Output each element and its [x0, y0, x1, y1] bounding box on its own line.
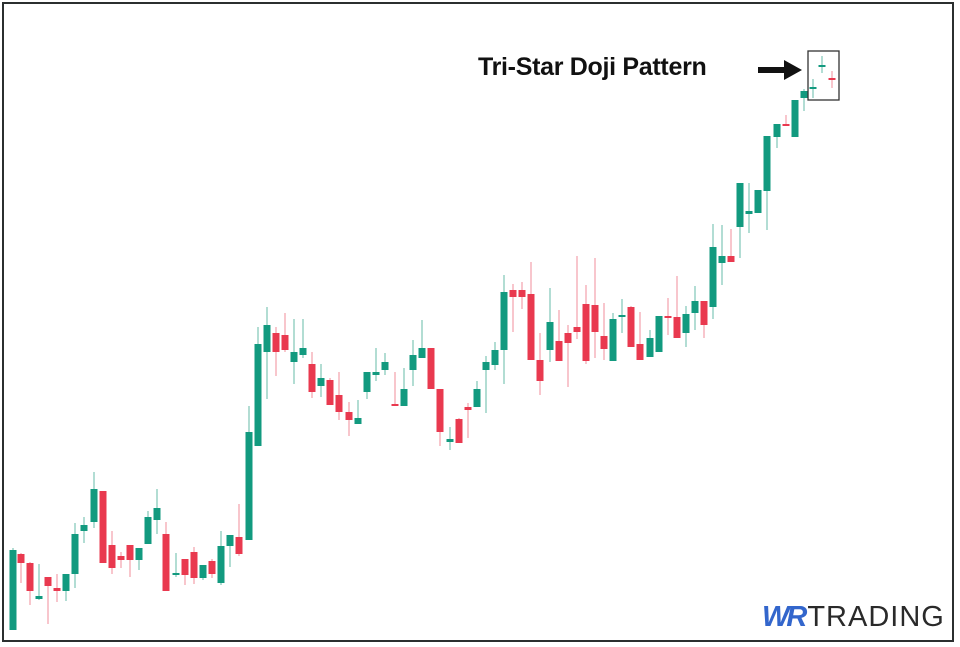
candle — [245, 406, 253, 540]
candle — [446, 427, 454, 450]
candle — [673, 276, 681, 338]
candle — [409, 340, 417, 386]
candle — [263, 307, 271, 399]
candle — [573, 256, 581, 339]
candle — [518, 282, 526, 309]
candle — [655, 316, 663, 352]
candle — [773, 124, 781, 148]
candle — [363, 372, 371, 399]
candle — [62, 574, 70, 601]
candle — [272, 327, 280, 376]
candle — [546, 288, 554, 362]
candle — [754, 190, 762, 213]
logo-wr: WR — [762, 601, 807, 633]
right-arrow-icon — [758, 60, 802, 80]
candle — [235, 504, 243, 556]
pattern-annotation: Tri-Star Doji Pattern — [478, 53, 707, 82]
candle — [809, 79, 817, 98]
candle — [226, 535, 234, 567]
candle — [582, 285, 590, 364]
candle — [618, 299, 626, 333]
candle — [682, 306, 690, 347]
candle — [17, 553, 25, 583]
candle — [335, 372, 343, 420]
candle — [354, 400, 362, 424]
annotation-label: Tri-Star Doji Pattern — [478, 53, 707, 81]
candle — [326, 378, 334, 405]
candle — [181, 559, 189, 585]
candle — [254, 327, 262, 446]
candle — [44, 577, 52, 624]
candle — [691, 286, 699, 330]
candle — [600, 303, 608, 360]
candle — [208, 559, 216, 578]
candle — [126, 545, 134, 577]
candle — [308, 352, 316, 398]
candle — [491, 342, 499, 370]
candle — [564, 325, 572, 387]
candle — [281, 313, 289, 352]
candle — [736, 183, 744, 258]
candle — [217, 531, 225, 585]
candle — [555, 310, 563, 361]
candle — [473, 381, 481, 407]
candle — [700, 301, 708, 338]
candle — [591, 258, 599, 358]
candle — [345, 402, 353, 436]
candle — [199, 565, 207, 580]
candle — [718, 225, 726, 285]
candle — [800, 89, 808, 111]
candle — [290, 319, 298, 384]
candle — [782, 115, 790, 126]
candle — [299, 319, 307, 358]
candle — [436, 389, 444, 446]
candle — [427, 348, 435, 389]
candle — [627, 306, 635, 347]
candle — [26, 562, 34, 605]
candle — [482, 356, 490, 413]
candle — [536, 333, 544, 395]
candle — [527, 262, 535, 360]
candle — [99, 491, 107, 563]
candle — [636, 312, 644, 360]
candle — [90, 472, 98, 528]
candle — [391, 372, 399, 406]
candle — [53, 574, 61, 602]
candle — [117, 552, 125, 568]
candle — [418, 320, 426, 358]
candle — [144, 511, 152, 544]
candle — [509, 284, 517, 332]
candle — [190, 547, 198, 584]
candle — [709, 224, 717, 319]
candle — [372, 348, 380, 381]
candle — [727, 229, 735, 262]
candle — [381, 353, 389, 375]
candle — [745, 183, 753, 233]
candle — [646, 330, 654, 357]
candle — [664, 298, 672, 335]
candle — [162, 522, 170, 591]
candle — [609, 313, 617, 361]
candle — [400, 368, 408, 406]
candle — [455, 418, 463, 443]
candle — [500, 275, 508, 384]
wr-trading-logo: WR TRADING — [762, 603, 945, 632]
candle — [828, 71, 836, 88]
candle — [818, 56, 826, 73]
candle — [135, 548, 143, 570]
candle — [35, 564, 43, 600]
candle — [9, 548, 17, 630]
candle — [172, 553, 180, 577]
candle — [791, 100, 799, 137]
candle — [108, 531, 116, 574]
pattern-highlight-box — [807, 50, 840, 101]
candle — [153, 489, 161, 534]
candle — [464, 403, 472, 438]
candle — [80, 517, 88, 543]
logo-trading: TRADING — [807, 601, 945, 633]
candle — [71, 523, 79, 588]
candle — [763, 136, 771, 230]
candle — [317, 364, 325, 397]
